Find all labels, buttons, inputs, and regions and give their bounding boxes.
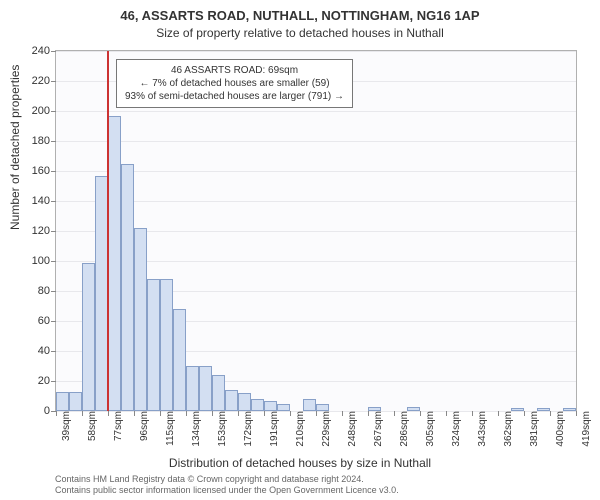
x-tick-mark — [186, 411, 187, 416]
x-tick-mark — [420, 411, 421, 416]
x-tick-mark — [134, 411, 135, 416]
x-tick-label: 153sqm — [215, 411, 228, 447]
histogram-bar — [303, 399, 316, 411]
x-tick-label: 39sqm — [59, 411, 72, 441]
histogram-bar — [69, 392, 82, 412]
x-tick-label: 419sqm — [579, 411, 592, 447]
x-tick-mark — [550, 411, 551, 416]
chart-title-main: 46, ASSARTS ROAD, NUTHALL, NOTTINGHAM, N… — [0, 8, 600, 23]
histogram-bar — [108, 116, 121, 412]
x-tick-label: 286sqm — [397, 411, 410, 447]
x-tick-mark — [576, 411, 577, 416]
histogram-bar — [277, 404, 290, 412]
x-tick-label: 172sqm — [241, 411, 254, 447]
x-tick-mark — [108, 411, 109, 416]
histogram-bar — [316, 404, 329, 412]
y-tick-label: 80 — [38, 285, 56, 297]
x-tick-mark — [368, 411, 369, 416]
x-tick-mark — [290, 411, 291, 416]
x-axis-label: Distribution of detached houses by size … — [0, 456, 600, 470]
x-tick-label: 324sqm — [449, 411, 462, 447]
y-tick-label: 60 — [38, 315, 56, 327]
histogram-bar — [56, 392, 69, 412]
histogram-bar — [121, 164, 134, 412]
x-tick-label: 267sqm — [371, 411, 384, 447]
y-tick-label: 0 — [44, 405, 56, 417]
x-tick-mark — [82, 411, 83, 416]
histogram-bar — [264, 401, 277, 412]
y-tick-label: 120 — [32, 225, 56, 237]
x-tick-mark — [394, 411, 395, 416]
x-tick-mark — [316, 411, 317, 416]
x-tick-mark — [472, 411, 473, 416]
annotation-line-3: 93% of semi-detached houses are larger (… — [125, 90, 344, 103]
x-tick-label: 191sqm — [267, 411, 280, 447]
x-tick-mark — [160, 411, 161, 416]
x-tick-mark — [498, 411, 499, 416]
histogram-bar — [225, 390, 238, 411]
x-tick-label: 210sqm — [293, 411, 306, 447]
histogram-bar — [251, 399, 264, 411]
x-tick-mark — [264, 411, 265, 416]
histogram-bar — [134, 228, 147, 411]
histogram-bar — [238, 393, 251, 411]
chart-container: 46, ASSARTS ROAD, NUTHALL, NOTTINGHAM, N… — [0, 0, 600, 500]
x-tick-label: 96sqm — [137, 411, 150, 441]
plot-area: 02040608010012014016018020022024039sqm58… — [55, 50, 577, 412]
y-tick-label: 100 — [32, 255, 56, 267]
y-tick-label: 140 — [32, 195, 56, 207]
x-tick-label: 58sqm — [85, 411, 98, 441]
x-tick-label: 381sqm — [527, 411, 540, 447]
y-tick-label: 220 — [32, 75, 56, 87]
gridline — [56, 51, 576, 52]
x-tick-label: 115sqm — [163, 411, 176, 446]
histogram-bar — [160, 279, 173, 411]
gridline — [56, 171, 576, 172]
reference-line — [107, 51, 109, 411]
footer-line-1: Contains HM Land Registry data © Crown c… — [55, 474, 399, 485]
y-tick-label: 200 — [32, 105, 56, 117]
footer-line-2: Contains public sector information licen… — [55, 485, 399, 496]
annotation-line-1: 46 ASSARTS ROAD: 69sqm — [125, 64, 344, 77]
y-tick-label: 40 — [38, 345, 56, 357]
x-tick-label: 400sqm — [553, 411, 566, 447]
annotation-box: 46 ASSARTS ROAD: 69sqm ← 7% of detached … — [116, 59, 353, 108]
gridline — [56, 111, 576, 112]
y-tick-label: 20 — [38, 375, 56, 387]
x-tick-label: 77sqm — [111, 411, 124, 441]
annotation-line-2: ← 7% of detached houses are smaller (59) — [125, 77, 344, 90]
histogram-bar — [212, 375, 225, 411]
x-tick-mark — [446, 411, 447, 416]
x-tick-mark — [56, 411, 57, 416]
x-tick-label: 343sqm — [475, 411, 488, 447]
y-tick-label: 180 — [32, 135, 56, 147]
footer-text: Contains HM Land Registry data © Crown c… — [55, 474, 399, 496]
gridline — [56, 141, 576, 142]
histogram-bar — [82, 263, 95, 412]
y-tick-label: 240 — [32, 45, 56, 57]
x-tick-label: 305sqm — [423, 411, 436, 447]
x-tick-mark — [212, 411, 213, 416]
x-tick-label: 134sqm — [189, 411, 202, 447]
x-tick-label: 248sqm — [345, 411, 358, 447]
x-tick-label: 229sqm — [319, 411, 332, 447]
histogram-bar — [186, 366, 199, 411]
histogram-bar — [147, 279, 160, 411]
y-tick-label: 160 — [32, 165, 56, 177]
x-tick-mark — [524, 411, 525, 416]
gridline — [56, 201, 576, 202]
y-axis-label: Number of detached properties — [8, 65, 22, 230]
chart-title-sub: Size of property relative to detached ho… — [0, 26, 600, 40]
x-tick-mark — [342, 411, 343, 416]
histogram-bar — [173, 309, 186, 411]
histogram-bar — [199, 366, 212, 411]
x-tick-label: 362sqm — [501, 411, 514, 447]
x-tick-mark — [238, 411, 239, 416]
